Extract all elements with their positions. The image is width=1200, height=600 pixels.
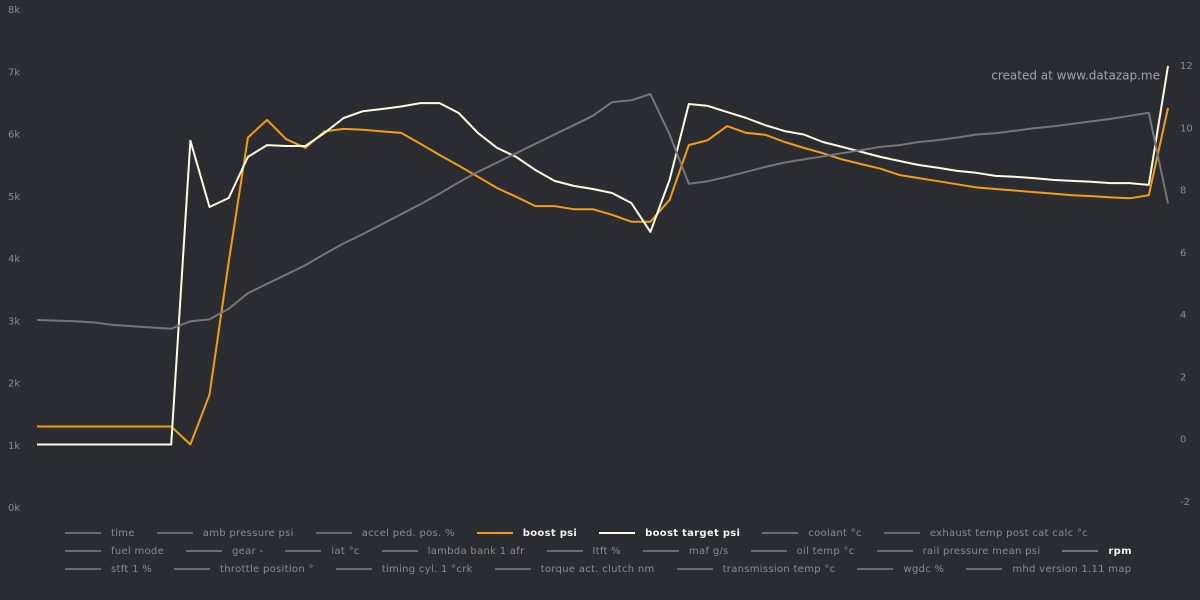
legend-item[interactable]: iat °c xyxy=(285,542,359,560)
legend-swatch xyxy=(494,568,531,570)
legend-item[interactable]: oil temp °c xyxy=(750,542,855,560)
legend-swatch xyxy=(156,532,193,534)
y2-tick-label: 2 xyxy=(1180,372,1186,383)
series-line xyxy=(37,107,1169,446)
legend-item[interactable]: rail pressure mean psi xyxy=(876,542,1041,560)
legend-label: amb pressure psi xyxy=(202,527,294,539)
legend-label: lambda bank 1 afr xyxy=(427,545,525,557)
y2-tick-label: -2 xyxy=(1180,497,1190,508)
legend-item[interactable]: time xyxy=(65,524,135,542)
legend-label: time xyxy=(111,527,135,539)
legend-swatch xyxy=(750,550,787,552)
legend-swatch xyxy=(762,532,799,534)
legend-label: transmission temp °c xyxy=(722,563,836,575)
y-tick-label: 2k xyxy=(8,379,20,390)
legend-label: gear - xyxy=(232,545,264,557)
series-line xyxy=(37,65,1169,446)
legend-label: mhd version 1.11 map xyxy=(1012,563,1132,575)
legend-swatch xyxy=(186,550,223,552)
y-tick-label: 8k xyxy=(8,5,20,16)
legend-swatch xyxy=(546,550,583,552)
legend-swatch xyxy=(676,568,713,570)
legend-label: throttle position ° xyxy=(220,563,314,575)
legend: time amb pressure psi accel ped. pos. % boo… xyxy=(65,524,1157,578)
legend-swatch xyxy=(381,550,418,552)
legend-item[interactable]: torque act. clutch nm xyxy=(494,560,655,578)
legend-label: torque act. clutch nm xyxy=(540,563,655,575)
legend-label: accel ped. pos. % xyxy=(361,527,455,539)
legend-item[interactable]: maf g/s xyxy=(642,542,729,560)
legend-swatch xyxy=(174,568,211,570)
legend-swatch xyxy=(642,550,679,552)
legend-label: rail pressure mean psi xyxy=(922,545,1041,557)
legend-swatch xyxy=(65,550,101,552)
legend-swatch xyxy=(966,568,1003,570)
legend-swatch xyxy=(65,532,101,534)
y2-tick-label: 12 xyxy=(1180,61,1193,72)
legend-label: stft 1 % xyxy=(111,563,153,575)
legend-label: maf g/s xyxy=(688,545,729,557)
legend-item[interactable]: fuel mode xyxy=(65,542,164,560)
legend-swatch xyxy=(285,550,322,552)
y-tick-label: 4k xyxy=(8,254,20,265)
y2-tick-label: 0 xyxy=(1180,435,1186,446)
legend-label: fuel mode xyxy=(111,545,165,557)
y2-tick-label: 4 xyxy=(1180,310,1186,321)
legend-label: exhaust temp post cat calc °c xyxy=(929,527,1088,539)
legend-item[interactable]: boost target psi xyxy=(599,524,740,542)
y-tick-label: 6k xyxy=(8,130,20,141)
legend-item[interactable]: timing cyl. 1 °crk xyxy=(335,560,473,578)
y2-tick-label: 10 xyxy=(1180,123,1193,134)
legend-swatch xyxy=(876,550,913,552)
legend-item[interactable]: boost psi xyxy=(476,524,578,542)
y-tick-label: 1k xyxy=(8,441,20,452)
y-tick-label: 7k xyxy=(8,67,20,78)
y-tick-label: 0k xyxy=(8,503,20,514)
legend-item[interactable]: mhd version 1.11 map xyxy=(966,560,1131,578)
legend-label: ltft % xyxy=(592,545,621,557)
legend-item[interactable]: lambda bank 1 afr xyxy=(381,542,525,560)
legend-item[interactable]: throttle position ° xyxy=(174,560,314,578)
legend-item[interactable]: wgdc % xyxy=(857,560,944,578)
legend-item[interactable]: coolant °c xyxy=(762,524,862,542)
legend-item[interactable]: gear - xyxy=(186,542,263,560)
legend-item[interactable]: amb pressure psi xyxy=(156,524,294,542)
legend-swatch xyxy=(65,568,101,570)
legend-swatch xyxy=(335,568,372,570)
legend-label: boost psi xyxy=(522,527,578,539)
legend-item[interactable]: transmission temp °c xyxy=(676,560,836,578)
legend-swatch xyxy=(857,568,894,570)
legend-label: coolant °c xyxy=(808,527,862,539)
legend-swatch xyxy=(883,532,920,534)
y-tick-label: 3k xyxy=(8,316,20,327)
legend-label: rpm xyxy=(1108,545,1132,557)
legend-swatch xyxy=(599,532,636,534)
legend-label: timing cyl. 1 °crk xyxy=(381,563,473,575)
watermark: created at www.datazap.me xyxy=(991,69,1160,83)
legend-label: wgdc % xyxy=(903,563,945,575)
y-tick-label: 5k xyxy=(8,192,20,203)
legend-item[interactable]: accel ped. pos. % xyxy=(315,524,455,542)
legend-swatch xyxy=(315,532,352,534)
legend-item[interactable]: ltft % xyxy=(546,542,621,560)
legend-label: boost target psi xyxy=(645,527,741,539)
series-line xyxy=(36,93,1169,330)
legend-label: oil temp °c xyxy=(796,545,855,557)
legend-item[interactable]: exhaust temp post cat calc °c xyxy=(883,524,1088,542)
legend-item[interactable]: rpm xyxy=(1062,542,1132,560)
legend-swatch xyxy=(1062,550,1099,552)
legend-swatch xyxy=(476,532,513,534)
legend-item[interactable]: stft 1 % xyxy=(65,560,152,578)
y2-tick-label: 8 xyxy=(1180,186,1186,197)
legend-label: iat °c xyxy=(331,545,360,557)
y2-tick-label: 6 xyxy=(1180,248,1186,259)
